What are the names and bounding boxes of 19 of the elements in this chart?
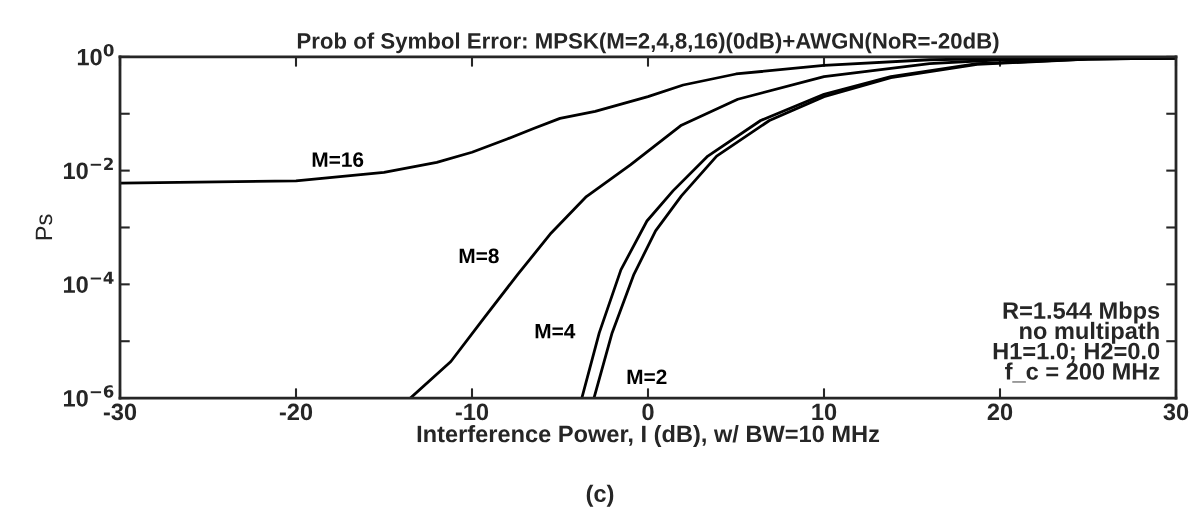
annotation: R=1.544 Mbps no multipath H1=1.0; H2=0.0 f_c = 200 MHz [993,301,1160,383]
y-tick-label: 10$^{−2}$ [63,157,113,180]
y-tick-label: 10$^{−4}$ [63,271,114,293]
x-tick-label: -30 [103,403,137,421]
series-label: M=16 [312,152,364,168]
x-tick-label: -20 [279,403,313,421]
series-label: M=4 [535,323,576,339]
y-axis-title: Ps [35,214,53,240]
series-label: M=8 [459,248,499,264]
x-tick-label: -10 [455,403,489,421]
x-tick-label: 10 [812,403,837,421]
x-tick-label: 0 [642,403,654,421]
x-tick-label: 30 [1163,403,1189,421]
x-axis-title: Interference Power, I (dB), w/ BW=10 MHz [417,424,880,447]
series-label: M=2 [627,369,667,385]
chart-title: Prob of Symbol Error: MPSK(M=2,4,8,16)(0dB)+AWGN(NoR=-20dB) [297,32,999,54]
y-tick-label: 10$^{0}$ [77,43,114,66]
text: (c) [586,484,614,507]
x-tick-label: 20 [987,403,1013,421]
